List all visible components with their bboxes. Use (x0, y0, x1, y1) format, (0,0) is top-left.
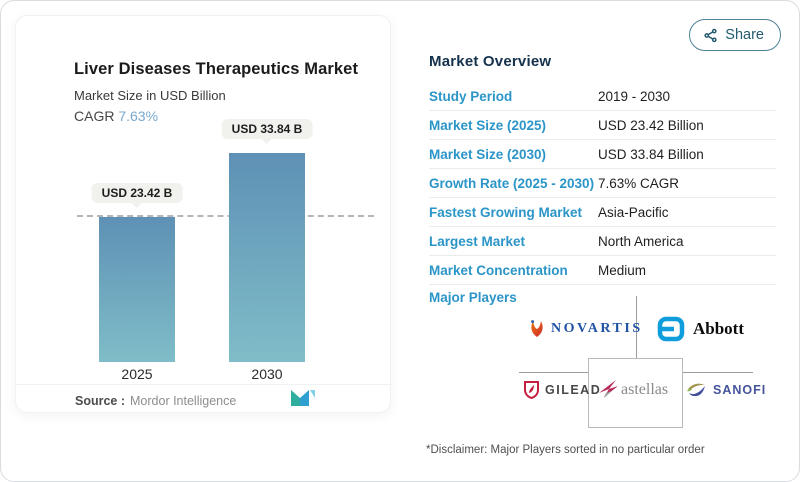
row-label: Growth Rate (2025 - 2030) (429, 175, 595, 191)
abbott-wordmark: Abbott (693, 319, 745, 338)
x-axis-label-2030: 2030 (251, 366, 283, 382)
bar-2025-label-wrap: USD 23.42 B (91, 183, 183, 208)
share-button-label: Share (725, 27, 764, 43)
astellas-logo-box (588, 358, 683, 428)
bar-chart: USD 23.42 B USD 33.84 B (16, 119, 392, 362)
row-value: 7.63% CAGR (598, 175, 680, 191)
table-row: Growth Rate (2025 - 2030) 7.63% CAGR (429, 169, 776, 198)
source-value: Mordor Intelligence (130, 394, 237, 408)
reference-dashed-line (77, 215, 374, 217)
bar-2030-label-caret (261, 139, 272, 144)
table-row: Market Concentration Medium (429, 256, 776, 285)
table-row: Largest Market North America (429, 227, 776, 256)
players-vertical-connector (636, 296, 637, 358)
bar-2025-value-label: USD 23.42 B (91, 183, 183, 203)
sanofi-wordmark: SANOFI (713, 383, 767, 397)
chart-subtitle: Market Size in USD Billion (74, 88, 226, 103)
astellas-logo: astellas (598, 379, 668, 401)
abbott-logo: Abbott (657, 316, 744, 342)
novartis-flame-icon (529, 319, 545, 339)
source-divider (16, 384, 392, 385)
gilead-logo: GILEAD (524, 380, 601, 399)
overview-table: Study Period 2019 - 2030 Market Size (20… (429, 82, 776, 285)
row-label: Largest Market (429, 233, 526, 249)
row-value: 2019 - 2030 (598, 88, 671, 104)
bar-2025: USD 23.42 B (91, 122, 183, 362)
abbott-a-icon (657, 316, 685, 342)
row-value: Medium (598, 262, 647, 278)
share-icon (703, 28, 718, 43)
bar-2030-label-wrap: USD 33.84 B (221, 119, 313, 144)
source-line: Source : Mordor Intelligence (75, 394, 236, 408)
cagr-line: CAGR 7.63% (74, 108, 158, 124)
row-value: Asia-Pacific (598, 204, 669, 220)
share-button[interactable]: Share (689, 19, 781, 51)
cagr-label: CAGR (74, 108, 115, 124)
table-row: Fastest Growing Market Asia-Pacific (429, 198, 776, 227)
row-value: North America (598, 233, 684, 249)
market-chart-card: Liver Diseases Therapeutics Market Marke… (15, 15, 392, 413)
table-row: Market Size (2025) USD 23.42 Billion (429, 111, 776, 140)
row-label: Study Period (429, 88, 513, 104)
row-value: USD 23.42 Billion (598, 117, 704, 133)
row-value: USD 33.84 Billion (598, 146, 704, 162)
row-label: Market Size (2025) (429, 117, 547, 133)
row-label: Market Concentration (429, 262, 568, 278)
novartis-logo: NOVARTIS (529, 319, 643, 339)
x-axis-label-2025: 2025 (121, 366, 153, 382)
table-row: Market Size (2030) USD 33.84 Billion (429, 140, 776, 169)
bar-2025-label-caret (131, 203, 142, 208)
sanofi-bird-icon (686, 380, 707, 400)
row-label: Market Size (2030) (429, 146, 547, 162)
novartis-wordmark: NOVARTIS (551, 321, 643, 336)
bar-2030-rect (229, 153, 305, 362)
bar-2030-value-label: USD 33.84 B (221, 119, 313, 139)
row-label: Fastest Growing Market (429, 204, 583, 220)
mordor-intelligence-logo-icon (290, 388, 316, 413)
gilead-wordmark: GILEAD (545, 382, 602, 397)
chart-title: Liver Diseases Therapeutics Market (74, 60, 359, 78)
gilead-shield-icon (524, 380, 539, 399)
overview-title: Market Overview (429, 53, 552, 70)
bar-2030: USD 33.84 B (221, 119, 313, 362)
players-disclaimer: *Disclaimer: Major Players sorted in no … (426, 444, 705, 456)
sanofi-logo: SANOFI (686, 380, 766, 400)
bar-2025-rect (99, 217, 175, 362)
cagr-value: 7.63% (118, 108, 159, 124)
table-row: Study Period 2019 - 2030 (429, 82, 776, 111)
astellas-star-icon (598, 379, 620, 401)
astellas-wordmark: astellas (621, 381, 669, 398)
source-label: Source : (75, 394, 126, 408)
major-players-label: Major Players (429, 290, 517, 305)
